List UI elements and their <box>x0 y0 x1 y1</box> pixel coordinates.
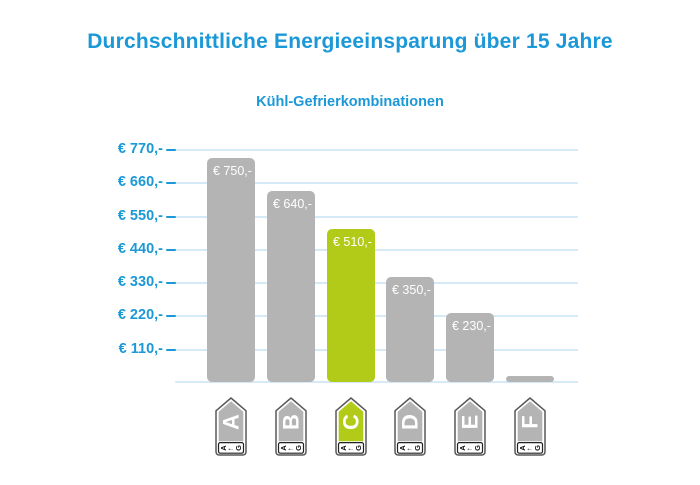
tag-range-glyph: G <box>473 445 482 451</box>
y-tick-550 <box>166 216 176 218</box>
y-axis-label-770: € 770,- <box>117 141 163 157</box>
tag-pentagon-fill <box>218 401 244 442</box>
bar-A: € 750,- <box>207 158 255 382</box>
gridline-770 <box>175 149 578 151</box>
y-axis-label-220: € 220,- <box>117 307 163 323</box>
bar-value-label-A: € 750,- <box>213 164 252 178</box>
gridline-220 <box>175 315 578 317</box>
tag-range-glyph: A <box>458 445 467 451</box>
energy-tag-icon-A: AA ← G <box>215 397 247 456</box>
tag-range-glyph: G <box>413 445 422 451</box>
tag-range-glyph: ← <box>227 444 235 453</box>
tag-range-strip <box>217 441 245 454</box>
chart-subtitle: Kühl-Gefrierkombinationen <box>256 94 444 110</box>
tag-range-glyph: ← <box>526 444 534 453</box>
tag-pentagon-fill <box>278 401 304 442</box>
tag-range-glyph: A <box>398 445 407 451</box>
y-axis-label-110: € 110,- <box>118 341 163 357</box>
tag-range-glyph: A <box>339 445 348 451</box>
bar-D: € 350,- <box>386 277 434 382</box>
y-tick-220 <box>166 315 176 317</box>
tag-range-glyph: ← <box>466 444 474 453</box>
y-axis-label-440: € 440,- <box>117 241 163 257</box>
energy-tag-icon-F: F A ← G <box>514 397 546 456</box>
tag-range-strip <box>396 441 424 454</box>
tag-class-letter: D <box>398 414 423 430</box>
tag-pentagon-fill <box>457 401 483 442</box>
energy-class-tag-C: C A ← G <box>335 397 367 456</box>
bar-value-label-C: € 510,- <box>333 235 372 249</box>
gridline-550 <box>175 216 578 218</box>
y-tick-440 <box>166 249 176 251</box>
bar-F <box>506 376 554 382</box>
y-tick-110 <box>166 349 176 351</box>
energy-tag-icon-E: E A ← G <box>454 397 486 456</box>
x-axis-line <box>175 381 578 383</box>
bar-value-label-D: € 350,- <box>392 283 431 297</box>
tag-range-glyph: ← <box>406 444 414 453</box>
bar-value-label-E: € 230,- <box>452 319 491 333</box>
tag-range-glyph: G <box>234 445 243 451</box>
tag-range-glyph: A <box>279 445 288 451</box>
energy-tag-icon-D: D A ← G <box>394 397 426 456</box>
tag-range-strip <box>277 441 305 454</box>
chart-title: Durchschnittliche Energieeinsparung über… <box>87 30 613 53</box>
y-tick-660 <box>166 182 176 184</box>
y-axis-label-550: € 550,- <box>117 208 163 224</box>
tag-class-letter: F <box>518 415 543 428</box>
tag-range-glyph: ← <box>347 444 355 453</box>
bar-E: € 230,- <box>446 313 494 382</box>
energy-class-tag-A: A A ← G <box>215 397 247 456</box>
energy-tag-icon-B: B A ← G <box>275 397 307 456</box>
tag-range-glyph: G <box>354 445 363 451</box>
energy-class-tag-B: B A ← G <box>275 397 307 456</box>
gridline-660 <box>175 182 578 184</box>
y-axis-label-330: € 330,- <box>117 274 163 290</box>
tag-range-strip <box>456 441 484 454</box>
tag-class-letter: B <box>279 414 304 430</box>
gridline-440 <box>175 249 578 251</box>
tag-range-glyph: A <box>518 445 527 451</box>
tag-pentagon-fill <box>338 401 364 442</box>
gridline-330 <box>175 282 578 284</box>
tag-range-glyph: ← <box>287 444 295 453</box>
tag-range-glyph: G <box>294 445 303 451</box>
energy-class-tag-F: F A ← G <box>514 397 546 456</box>
energy-class-tag-E: E A ← G <box>454 397 486 456</box>
tag-class-letter: C <box>339 414 364 430</box>
tag-range-strip <box>337 441 365 454</box>
tag-pentagon-fill <box>397 401 423 442</box>
energy-class-tag-D: D A ← G <box>394 397 426 456</box>
gridline-110 <box>175 349 578 351</box>
y-tick-330 <box>166 282 176 284</box>
tag-class-letter: E <box>458 415 483 430</box>
tag-pentagon-fill <box>517 401 543 442</box>
bar-B: € 640,- <box>267 191 315 382</box>
y-tick-770 <box>166 149 176 151</box>
tag-range-glyph: G <box>533 445 542 451</box>
bar-C: € 510,- <box>327 229 375 382</box>
tag-range-strip <box>516 441 544 454</box>
tag-class-letter: A <box>219 414 244 430</box>
tag-range-glyph: A <box>219 445 228 451</box>
y-axis-label-660: € 660,- <box>117 174 163 190</box>
bar-value-label-B: € 640,- <box>273 197 312 211</box>
energy-tag-icon-C: C A ← G <box>335 397 367 456</box>
